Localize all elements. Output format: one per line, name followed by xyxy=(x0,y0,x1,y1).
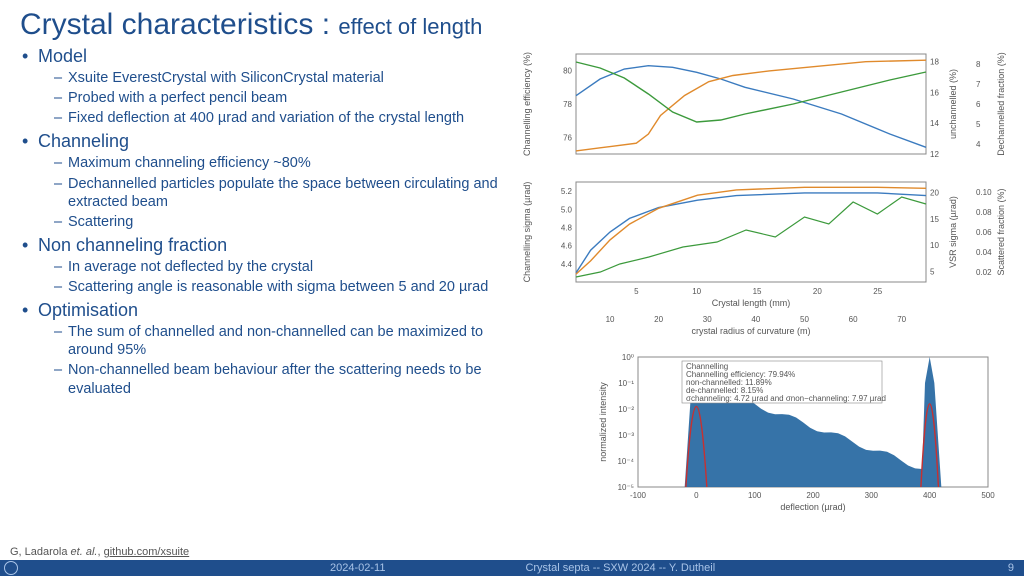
svg-text:10: 10 xyxy=(930,241,939,250)
svg-text:crystal radius of curvature (m: crystal radius of curvature (m) xyxy=(691,326,810,336)
svg-text:5: 5 xyxy=(634,287,639,296)
footer-center: Crystal septa -- SXW 2024 -- Y. Dutheil xyxy=(525,562,715,574)
svg-text:8: 8 xyxy=(976,60,981,69)
svg-text:5: 5 xyxy=(976,120,981,129)
svg-text:5.0: 5.0 xyxy=(561,205,573,214)
svg-text:Channelling efficiency (%): Channelling efficiency (%) xyxy=(522,52,532,156)
svg-text:25: 25 xyxy=(873,287,882,296)
svg-text:0.06: 0.06 xyxy=(976,228,992,237)
svg-text:30: 30 xyxy=(703,315,712,324)
svg-text:0.08: 0.08 xyxy=(976,208,992,217)
slide-title: Crystal characteristics : effect of leng… xyxy=(0,0,1024,46)
svg-text:Dechannelled fraction (%): Dechannelled fraction (%) xyxy=(996,52,1006,156)
footer-page: 9 xyxy=(1008,562,1014,574)
svg-text:4.4: 4.4 xyxy=(561,260,573,269)
svg-text:-100: -100 xyxy=(630,491,647,500)
svg-text:7: 7 xyxy=(976,80,981,89)
svg-text:VSR sigma (µrad): VSR sigma (µrad) xyxy=(948,196,958,268)
svg-text:Scattered fraction (%): Scattered fraction (%) xyxy=(996,188,1006,275)
footer-bar: 2024-02-11 Crystal septa -- SXW 2024 -- … xyxy=(0,560,1024,576)
svg-text:100: 100 xyxy=(748,491,762,500)
chart-top: 767880Channelling efficiency (%)12141618… xyxy=(516,46,1014,171)
svg-text:σchanneling: 4.72 µrad and σno: σchanneling: 4.72 µrad and σnon−channeli… xyxy=(686,394,886,403)
svg-text:15: 15 xyxy=(753,287,762,296)
svg-text:0.02: 0.02 xyxy=(976,268,992,277)
svg-text:10: 10 xyxy=(606,315,615,324)
svg-text:4.6: 4.6 xyxy=(561,242,573,251)
charts-area: 767880Channelling efficiency (%)12141618… xyxy=(510,46,1016,521)
svg-text:10: 10 xyxy=(692,287,701,296)
svg-text:16: 16 xyxy=(930,88,939,97)
svg-text:deflection (µrad): deflection (µrad) xyxy=(780,502,845,512)
svg-text:76: 76 xyxy=(563,133,572,142)
svg-text:15: 15 xyxy=(930,215,939,224)
svg-text:20: 20 xyxy=(654,315,663,324)
chart-middle: 4.4 4.6 4.8 5.0 5.2 Channelling sigma (µrad) 5… xyxy=(516,176,1014,346)
svg-text:Channelling sigma (µrad): Channelling sigma (µrad) xyxy=(522,182,532,283)
svg-text:Crystal length (mm): Crystal length (mm) xyxy=(712,298,791,308)
svg-text:40: 40 xyxy=(751,315,760,324)
logo-icon xyxy=(4,561,18,575)
title-main: Crystal characteristics : xyxy=(20,8,338,41)
svg-text:10⁻⁴: 10⁻⁴ xyxy=(617,457,634,466)
svg-text:78: 78 xyxy=(563,100,572,109)
svg-text:50: 50 xyxy=(800,315,809,324)
svg-text:10⁻²: 10⁻² xyxy=(618,405,634,414)
svg-text:10⁻¹: 10⁻¹ xyxy=(618,379,634,388)
svg-text:70: 70 xyxy=(897,315,906,324)
reference-link[interactable]: github.com/xsuite xyxy=(104,546,190,558)
svg-text:20: 20 xyxy=(813,287,822,296)
chart-bottom: -100 0 100 200 300 400 500 deflection (µrad) 10⁻… xyxy=(594,351,1014,516)
svg-text:400: 400 xyxy=(923,491,937,500)
svg-text:500: 500 xyxy=(981,491,995,500)
svg-text:200: 200 xyxy=(806,491,820,500)
svg-text:18: 18 xyxy=(930,58,939,67)
svg-text:6: 6 xyxy=(976,100,981,109)
svg-text:14: 14 xyxy=(930,119,939,128)
svg-text:unchannelled (%): unchannelled (%) xyxy=(948,69,958,139)
bullet-text: ModelXsuite EverestCrystal with SiliconC… xyxy=(20,46,510,521)
svg-text:0.04: 0.04 xyxy=(976,248,992,257)
svg-text:80: 80 xyxy=(563,67,572,76)
svg-text:10⁰: 10⁰ xyxy=(622,353,634,362)
footer-date: 2024-02-11 xyxy=(330,562,385,574)
svg-text:0.10: 0.10 xyxy=(976,188,992,197)
reference: G, Ladarola et. al., github.com/xsuite xyxy=(10,546,189,558)
svg-text:4: 4 xyxy=(976,140,981,149)
svg-text:5: 5 xyxy=(930,267,935,276)
svg-text:10⁻³: 10⁻³ xyxy=(618,431,634,440)
svg-text:20: 20 xyxy=(930,189,939,198)
svg-text:12: 12 xyxy=(930,150,939,159)
svg-text:4.8: 4.8 xyxy=(561,223,573,232)
svg-text:300: 300 xyxy=(865,491,879,500)
svg-text:0: 0 xyxy=(694,491,699,500)
title-sub: effect of length xyxy=(338,14,482,39)
svg-text:normalized intensity: normalized intensity xyxy=(598,382,608,462)
svg-text:60: 60 xyxy=(849,315,858,324)
svg-text:10⁻⁵: 10⁻⁵ xyxy=(618,483,634,492)
svg-text:5.2: 5.2 xyxy=(561,187,573,196)
